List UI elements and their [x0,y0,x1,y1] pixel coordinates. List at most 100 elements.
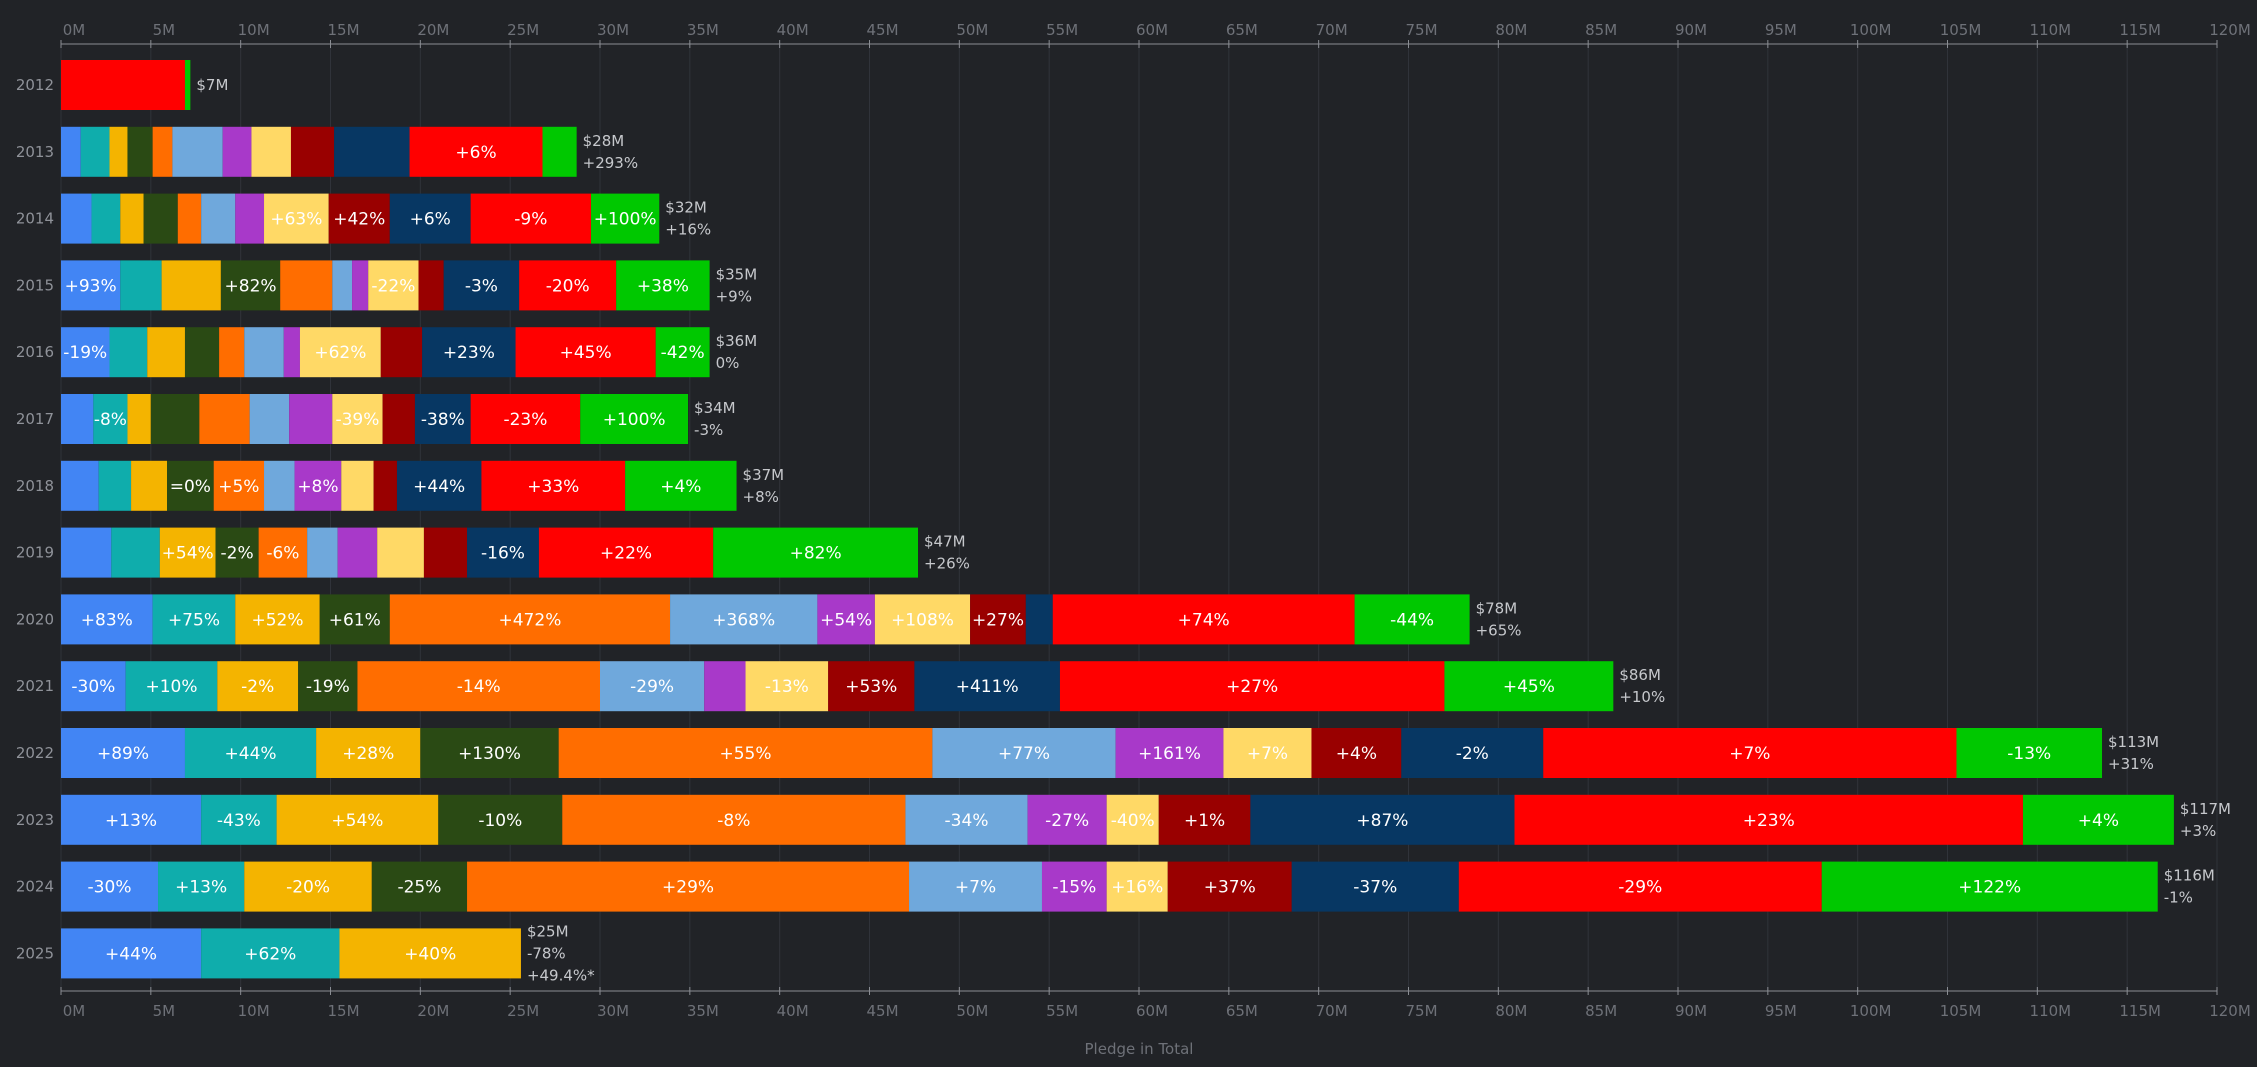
bar-segment [61,126,81,177]
bar-segment [80,126,110,177]
year-label: 2020 [16,610,54,628]
bar-segment [334,126,410,177]
x-tick-label-top: 120M [2209,21,2251,39]
bar-segment [131,460,168,511]
bar-segment [251,126,291,177]
bar-segment [1354,594,1470,645]
x-tick-label-top: 45M [866,21,898,39]
x-tick-label-bottom: 65M [1226,1002,1258,1020]
bar-segment [414,394,471,444]
bar-segment [93,394,128,444]
bar-segment [152,594,236,645]
bar-segment [371,861,468,912]
segment-label: +130% [458,744,521,764]
x-tick-label-top: 65M [1226,21,1258,39]
bar-segment [98,460,132,511]
x-tick-label-bottom: 90M [1675,1002,1707,1020]
bars: +6% +63% +42% +6% -9% +100% +93% +82% -22% -3% -20… [61,60,2174,979]
x-tick-label-bottom: 60M [1136,1002,1168,1020]
segment-label: +55% [720,744,772,764]
total-value: $116M [2164,867,2215,885]
bar-segment [515,327,656,378]
bar-segment [298,661,358,712]
segment-label: +63% [270,210,322,230]
segment-label: -13% [765,677,809,697]
bar-segment [220,260,281,311]
bar-segment [127,394,151,444]
segment-label: -2% [1456,744,1489,764]
bar-segment [625,460,737,511]
x-tick-label-bottom: 10M [238,1002,270,1020]
bar-segment [172,126,223,177]
segment-label: +89% [97,744,149,764]
bar-segment [299,327,381,378]
segment-label: -44% [1390,610,1434,630]
x-tick-label-top: 110M [2030,21,2072,39]
bar-segment [249,394,290,444]
bar-segment [91,193,121,244]
bar-segment [258,527,308,578]
x-tick-label-top: 95M [1765,21,1797,39]
segment-label: -13% [2007,744,2051,764]
segment-label: -9% [514,210,547,230]
bar-segment [380,327,423,378]
year-labels: 2012 2013 2014 2015 2016 2017 2018 2019 2020 2021… [16,76,54,962]
segment-label: +4% [2078,811,2119,831]
x-tick-label-top: 5M [153,21,176,39]
bar-segment [328,193,390,244]
total-note: +49.4%* [527,966,595,984]
bar-row-2016: -19% +62% +23% +45% -42% [61,327,710,378]
bar-segment [319,594,390,645]
bar-segment [542,126,577,177]
segment-label: -43% [217,811,261,831]
bar-row-2017: -8% -39% -38% -23% +100% [61,394,689,444]
segment-label: -10% [478,811,522,831]
bar-segment [339,928,521,979]
x-tick-label-top: 15M [327,21,359,39]
total-change: +65% [1476,621,1522,639]
bar-segment [143,193,178,244]
bar-segment [1291,861,1459,912]
x-tick-label-bottom: 95M [1765,1002,1797,1020]
segment-label: -3% [465,276,498,296]
bar-segment [294,460,342,511]
bar-segment [1027,794,1107,845]
segment-label: +7% [1247,744,1288,764]
bar-segment [61,394,94,444]
bar-segment [377,527,424,578]
bar-segment [111,527,160,578]
bar-row-2013: +6% [61,126,577,177]
x-tick-label-bottom: 20M [417,1002,449,1020]
segment-label: +82% [790,544,842,564]
segment-label: -14% [457,677,501,697]
bar-row-2020: +83% +75% +52% +61% +472% +368% +54% +108% +27% +… [61,594,1470,645]
segment-label: -23% [503,410,547,430]
x-tick-label-bottom: 115M [2119,1002,2161,1020]
segment-label: +108% [891,610,954,630]
segment-label: +161% [1138,744,1201,764]
x-tick-label-bottom: 75M [1405,1002,1437,1020]
bar-segment [120,193,144,244]
bar-segment [382,394,415,444]
bar-segment [61,460,99,511]
x-tick-label-bottom: 50M [956,1002,988,1020]
bar-segment [874,594,971,645]
bar-segment [1223,728,1312,778]
x-tick-label-bottom: 100M [1850,1002,1892,1020]
bar-segment [600,661,705,712]
bar-segment [389,594,671,645]
total-value: $117M [2180,800,2231,818]
segment-label: +368% [712,610,775,630]
bar-segment [167,460,214,511]
bar-row-2015: +93% +82% -22% -3% -20% +38% [61,260,710,311]
total-change: -3% [694,421,723,439]
segment-label: +40% [404,944,456,964]
total-value: $34M [694,399,736,417]
bar-segment [184,60,191,110]
bar-segment [159,527,216,578]
bar-segment [332,394,383,444]
segment-label: +52% [251,610,303,630]
bar-segment [215,527,259,578]
bar-segment [244,861,372,912]
segment-label: +77% [998,744,1050,764]
